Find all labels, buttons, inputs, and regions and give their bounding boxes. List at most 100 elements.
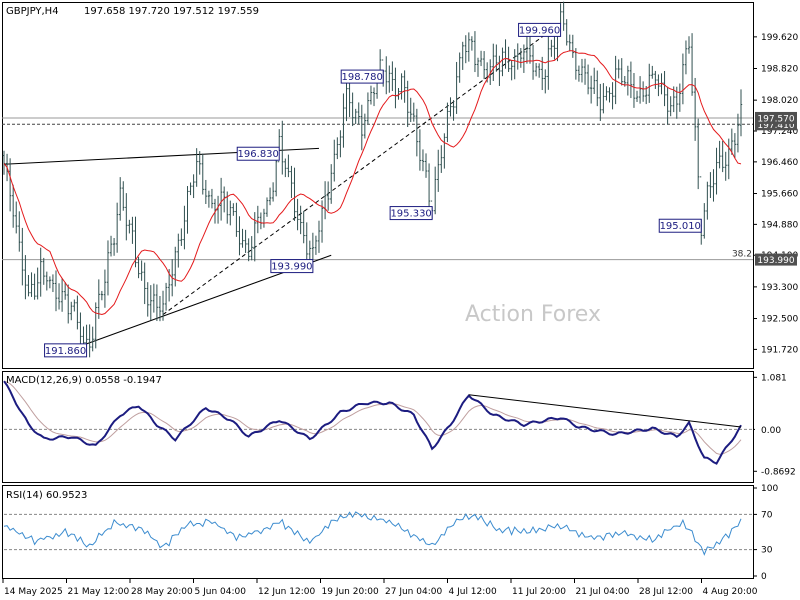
- candle: [284, 158, 287, 178]
- candle: [152, 283, 156, 313]
- candle: [45, 271, 49, 291]
- candle: [412, 102, 415, 122]
- candle: [281, 120, 284, 175]
- candle: [305, 222, 308, 259]
- candle: [626, 65, 630, 96]
- svg-text:199.960: 199.960: [519, 25, 560, 36]
- candle: [614, 55, 617, 105]
- candle: [293, 167, 296, 221]
- candle: [372, 87, 376, 107]
- candle: [400, 73, 403, 100]
- candle: [467, 32, 471, 62]
- candle: [137, 256, 140, 279]
- candle: [265, 197, 269, 217]
- candle: [146, 282, 149, 317]
- macd-tick-label: 1.081: [761, 373, 787, 383]
- candle: [232, 203, 235, 216]
- candle: [11, 184, 15, 228]
- time-tick-label: 5 Jun 04:00: [195, 587, 247, 597]
- time-tick-label: 12 Jun 12:00: [258, 587, 315, 597]
- candle: [207, 190, 211, 208]
- candle: [88, 324, 91, 358]
- candle: [342, 93, 345, 148]
- callout: 198.780: [340, 69, 384, 84]
- candle: [149, 285, 152, 321]
- price-tick-label: 197.240: [761, 127, 798, 137]
- candle: [238, 216, 241, 256]
- candle: [666, 86, 669, 125]
- candle: [369, 85, 373, 105]
- candle: [39, 247, 42, 297]
- candle: [122, 181, 125, 211]
- candle: [256, 205, 260, 234]
- candle: [287, 154, 290, 178]
- candle: [112, 237, 116, 256]
- candle: [461, 41, 464, 70]
- macd-trendline: [468, 394, 742, 428]
- candle: [706, 181, 709, 220]
- candle: [690, 33, 694, 96]
- time-tick-label: 28 Jul 12:00: [639, 587, 693, 597]
- candle: [140, 260, 143, 281]
- time-tick-label: 4 Aug 20:00: [703, 587, 758, 597]
- candle: [177, 233, 180, 268]
- candle: [534, 63, 538, 77]
- candle: [97, 279, 101, 319]
- candle: [424, 153, 428, 178]
- candle: [51, 274, 55, 293]
- candle: [589, 75, 593, 104]
- candle: [57, 283, 61, 310]
- candle: [580, 58, 584, 83]
- candle: [513, 49, 516, 80]
- candle: [363, 113, 367, 139]
- candle: [632, 73, 636, 108]
- candle: [421, 149, 425, 172]
- candle: [562, 1, 565, 31]
- rsi-line: [3, 511, 742, 556]
- candle: [134, 216, 137, 268]
- candle: [385, 56, 388, 95]
- time-tick-label: 21 Jul 04:00: [576, 587, 630, 597]
- candle: [109, 235, 113, 257]
- candle: [651, 65, 654, 79]
- candle: [522, 44, 526, 73]
- candle: [158, 296, 162, 322]
- svg-text:195.330: 195.330: [390, 209, 431, 220]
- candle: [354, 108, 357, 124]
- candle: [268, 187, 272, 206]
- rsi-tick-label: 70: [761, 510, 773, 520]
- candle: [106, 240, 110, 296]
- candle: [586, 64, 590, 95]
- time-tick-label: 4 Jul 12:00: [449, 587, 498, 597]
- candle: [693, 77, 697, 141]
- svg-text:196.830: 196.830: [238, 149, 279, 160]
- candle: [186, 186, 189, 234]
- time-tick-label: 28 May 20:00: [131, 587, 193, 597]
- callout: 195.010: [658, 218, 702, 233]
- candle: [715, 147, 718, 195]
- candle: [721, 140, 724, 173]
- candle: [183, 205, 186, 250]
- candle: [492, 43, 495, 81]
- time-tick-label: 19 Jun 20:00: [322, 587, 379, 597]
- candle: [418, 129, 422, 171]
- candle: [669, 96, 672, 117]
- candle: [18, 211, 21, 252]
- candle: [510, 60, 513, 81]
- candle: [299, 205, 302, 235]
- candle: [516, 43, 519, 70]
- rsi-tick-label: 30: [761, 546, 773, 556]
- candle: [617, 59, 620, 79]
- svg-text:198.780: 198.780: [342, 72, 383, 83]
- candle: [452, 100, 455, 121]
- candle: [712, 169, 715, 202]
- candle: [709, 172, 712, 198]
- candle: [119, 177, 122, 221]
- candle: [320, 200, 324, 243]
- callout: 193.990: [270, 259, 314, 274]
- trendline: [162, 23, 561, 315]
- svg-text:195.010: 195.010: [660, 221, 701, 232]
- candle: [278, 129, 281, 163]
